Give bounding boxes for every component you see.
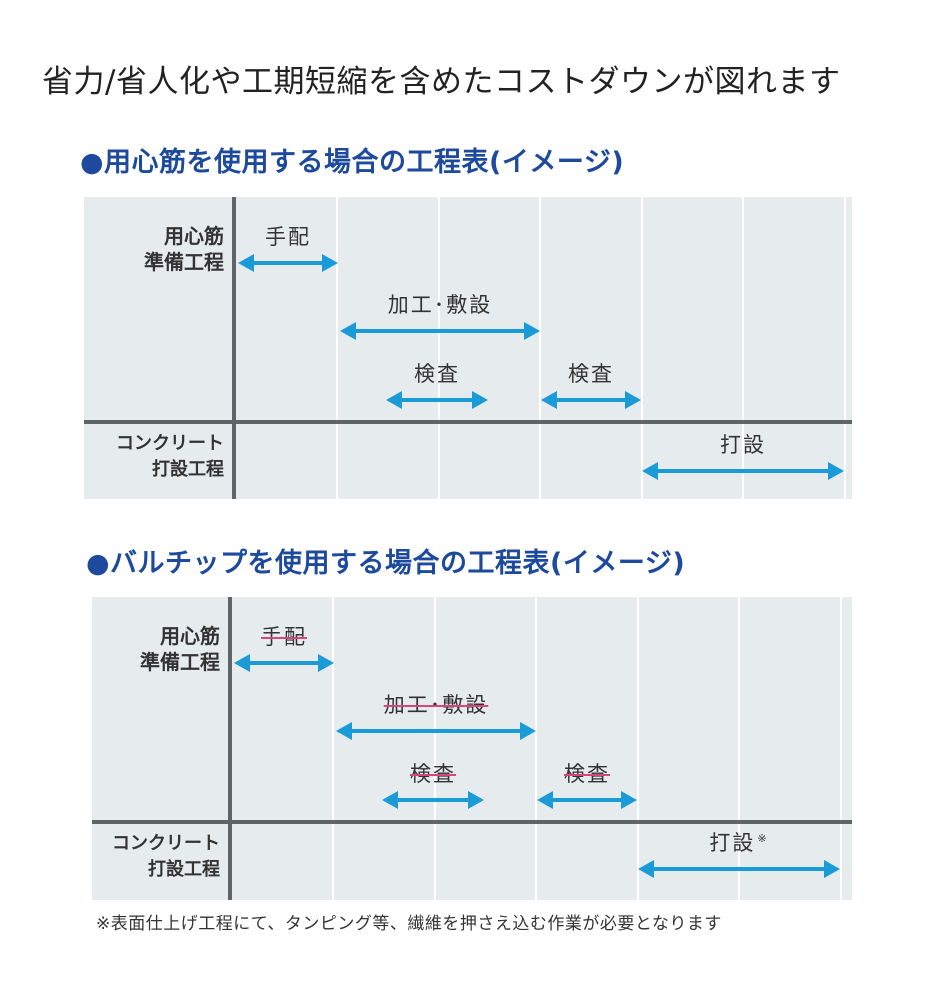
row-divider (92, 820, 852, 824)
span-arrow (642, 461, 844, 481)
task-arrangement: 手配 (238, 221, 338, 281)
span-arrow (386, 390, 488, 410)
task-inspection-1: 検査 (382, 758, 484, 818)
headline: 省力/省人化や工期短縮を含めたコストダウンが図れます (42, 64, 841, 100)
span-arrow (537, 790, 637, 810)
chart-title-rebar: ●用心筋を使用する場合の工程表(イメージ) (80, 147, 625, 178)
row-label-prep: 用心筋 準備工程 (140, 624, 220, 674)
task-inspection-2: 検査 (541, 358, 641, 418)
span-arrow (336, 721, 536, 741)
footnote: ※表面仕上げ工程にて、タンピング等、繊維を押さえ込む作業が必要となります (96, 914, 722, 934)
chart-title-barchip: ●バルチップを使用する場合の工程表(イメージ) (86, 548, 686, 579)
span-arrow (541, 390, 641, 410)
task-processing-laying: 加工･敷設 (340, 289, 540, 349)
row-axis (228, 597, 232, 900)
task-pouring: 打設 (642, 429, 844, 489)
span-arrow (234, 653, 334, 673)
row-label-prep: 用心筋 準備工程 (144, 224, 224, 274)
note-mark: ※ (757, 832, 769, 845)
row-label-pour: コンクリート 打設工程 (116, 433, 224, 480)
task-inspection-2: 検査 (537, 758, 637, 818)
schedule-chart-barchip: 用心筋 準備工程 コンクリート 打設工程 手配 加工･敷設 検査 検査 打設 ※ (92, 597, 852, 900)
span-arrow (382, 790, 484, 810)
task-pouring: 打設 ※ (638, 827, 840, 887)
task-processing-laying: 加工･敷設 (336, 689, 536, 749)
row-divider (84, 420, 852, 424)
task-arrangement: 手配 (234, 621, 334, 681)
task-inspection-1: 検査 (386, 358, 488, 418)
schedule-chart-rebar: 用心筋 準備工程 コンクリート 打設工程 手配 加工･敷設 検査 検査 打設 (84, 197, 852, 499)
row-axis (232, 197, 236, 499)
span-arrow (238, 253, 338, 273)
row-label-pour: コンクリート 打設工程 (112, 833, 220, 880)
span-arrow (638, 859, 840, 879)
span-arrow (340, 321, 540, 341)
